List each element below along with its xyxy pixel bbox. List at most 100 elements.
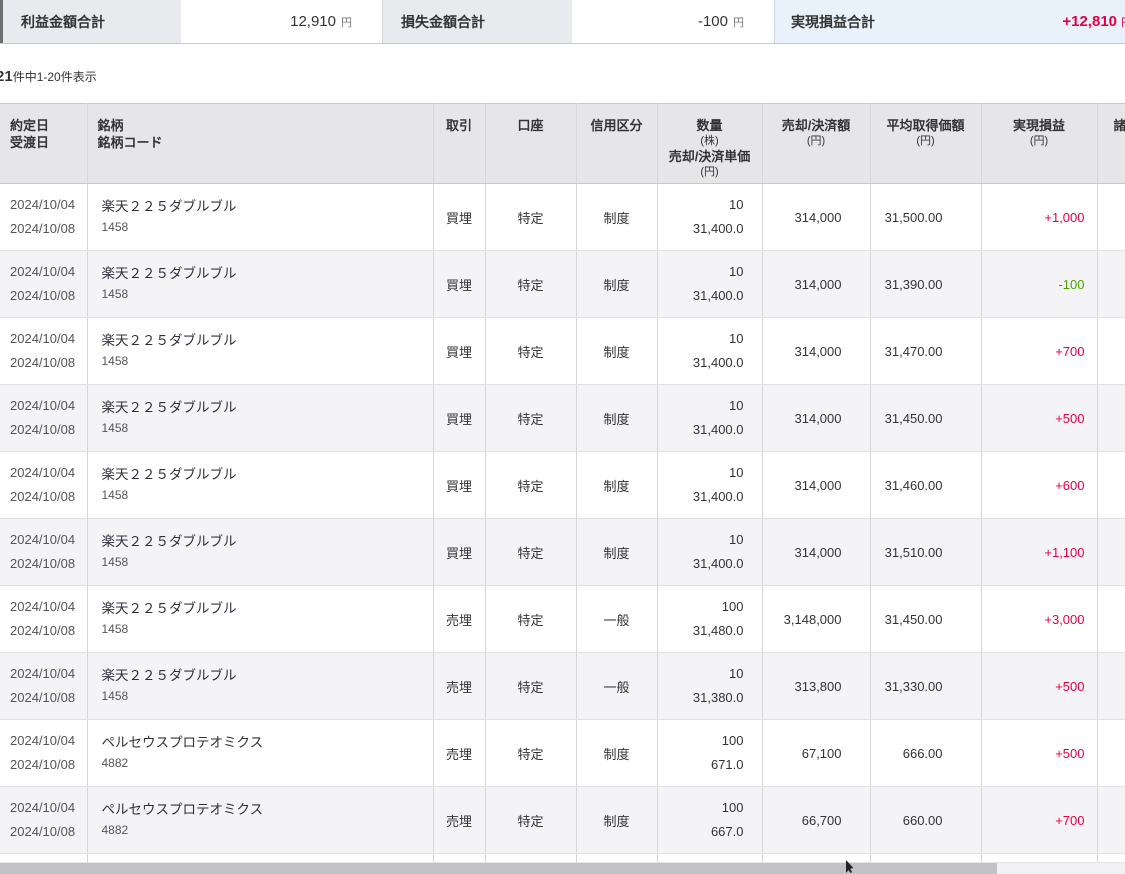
cell-account-type: 特定: [485, 250, 577, 318]
realized-pl-total-unit: 円: [1121, 17, 1125, 29]
contract-date: 2024/10/04: [10, 465, 76, 480]
stock-code: 1458: [101, 689, 129, 703]
col-header-stock-name: 銘柄: [97, 118, 124, 133]
cell-settlement-amount: 314,000: [762, 183, 871, 251]
stock-name: 楽天２２５ダブルブル: [101, 467, 237, 482]
table-row: 2024/10/04 2024/10/08 楽天２２５ダブルブル 1458 売埋…: [0, 585, 1125, 653]
cell-account-type: 特定: [485, 585, 577, 653]
cell-avg-acquisition-price: 31,470.00: [870, 317, 982, 385]
table-header-row: 約定日 受渡日 銘柄 銘柄コード 取引 口座 信用区分 数量 (株) 売却/決済…: [0, 103, 1125, 184]
loss-total-unit: 円: [733, 16, 744, 29]
cell-clipped: [1097, 451, 1125, 519]
cell-quantity-price: 10 31,400.0: [657, 451, 763, 519]
col-header-realized-pl: 実現損益 (円): [981, 103, 1098, 184]
stock-code: 1458: [101, 488, 129, 502]
horizontal-scrollbar-thumb[interactable]: [0, 863, 997, 874]
cell-dates: 2024/10/04 2024/10/08: [0, 250, 88, 318]
cell-dates: 2024/10/04 2024/10/08: [0, 518, 88, 586]
contract-date: 2024/10/04: [10, 264, 76, 279]
profit-total-amount: 12,910: [290, 13, 336, 30]
cell-realized-pl: +600: [981, 451, 1098, 519]
cell-realized-pl: +1,000: [981, 183, 1098, 251]
cell-quantity-price: 10 31,400.0: [657, 183, 763, 251]
cell-account-type: 特定: [485, 786, 577, 854]
stock-code: 1458: [101, 622, 129, 636]
stock-code: 4882: [101, 823, 129, 837]
unit-price: 31,400.0: [692, 355, 744, 370]
table-row: 2024/10/04 2024/10/08 楽天２２５ダブルブル 1458 買埋…: [0, 451, 1125, 519]
quantity: 10: [729, 465, 744, 480]
unit-price: 31,380.0: [692, 690, 744, 705]
cell-stock: 楽天２２５ダブルブル 1458: [87, 652, 434, 720]
stock-name: 楽天２２５ダブルブル: [101, 400, 237, 415]
contract-date: 2024/10/04: [10, 733, 76, 748]
cell-margin-type: 制度: [576, 719, 658, 787]
cell-settlement-amount: 314,000: [762, 317, 871, 385]
cell-stock: 楽天２２５ダブルブル 1458: [87, 451, 434, 519]
cell-quantity-price: 10 31,400.0: [657, 384, 763, 452]
stock-code: 1458: [101, 421, 129, 435]
settlement-date: 2024/10/08: [10, 489, 76, 504]
cell-margin-type: 制度: [576, 384, 658, 452]
cell-trade-type: 買埋: [433, 317, 486, 385]
cell-dates: 2024/10/04 2024/10/08: [0, 183, 88, 251]
table-body: 2024/10/04 2024/10/08 楽天２２５ダブルブル 1458 買埋…: [0, 183, 1125, 862]
contract-date: 2024/10/04: [10, 599, 76, 614]
stock-name: 楽天２２５ダブルブル: [101, 266, 237, 281]
contract-date: 2024/10/04: [10, 197, 76, 212]
cell-stock: 楽天２２５ダブルブル 1458: [87, 518, 434, 586]
unit-price: 31,480.0: [692, 623, 744, 638]
cell-dates: 2024/10/04 2024/10/08: [0, 786, 88, 854]
cell-quantity-price: 100 31,480.0: [657, 585, 763, 653]
cell-settlement-amount: 66,700: [762, 786, 871, 854]
cell-settlement-amount: 67,100: [762, 719, 871, 787]
stock-code: 1458: [101, 555, 129, 569]
quantity: 10: [729, 197, 744, 212]
col-header-amount: 売却/決済額 (円): [762, 103, 871, 184]
cell-clipped: [1097, 317, 1125, 385]
settlement-date: 2024/10/08: [10, 757, 76, 772]
cell-trade-type: 買埋: [433, 384, 486, 452]
contract-date: 2024/10/04: [10, 800, 76, 815]
cell-stock: 楽天２２５ダブルブル 1458: [87, 317, 434, 385]
mouse-cursor: [846, 860, 854, 873]
settlement-date: 2024/10/08: [10, 690, 76, 705]
stock-code: 1458: [101, 354, 129, 368]
table-row: 2024/10/04 2024/10/08 楽天２２５ダブルブル 1458 買埋…: [0, 250, 1125, 318]
cell-stock: 楽天２２５ダブルブル 1458: [87, 585, 434, 653]
col-header-settlement-date: 受渡日: [10, 135, 50, 150]
cell-margin-type: 制度: [576, 518, 658, 586]
cell-quantity-price: 10 31,400.0: [657, 317, 763, 385]
cell-trade-type: 買埋: [433, 183, 486, 251]
cell-realized-pl: +3,000: [981, 585, 1098, 653]
stock-name: 楽天２２５ダブルブル: [101, 534, 237, 549]
profit-total-label: 利益金額合計: [3, 0, 181, 43]
realized-pl-table: 約定日 受渡日 銘柄 銘柄コード 取引 口座 信用区分 数量 (株) 売却/決済…: [0, 103, 1125, 862]
settlement-date: 2024/10/08: [10, 422, 76, 437]
cell-settlement-amount: 314,000: [762, 518, 871, 586]
cell-trade-type: 売埋: [433, 786, 486, 854]
cell-trade-type: 買埋: [433, 451, 486, 519]
unit-price: 31,400.0: [692, 489, 744, 504]
cell-margin-type: 一般: [576, 652, 658, 720]
cell-avg-acquisition-price: 660.00: [870, 786, 982, 854]
quantity: 100: [721, 599, 744, 614]
results-total-count: 21: [0, 68, 13, 85]
cell-margin-type: 制度: [576, 786, 658, 854]
cell-account-type: 特定: [485, 719, 577, 787]
cell-dates: 2024/10/04 2024/10/08: [0, 384, 88, 452]
window-edge-strip: [0, 0, 3, 43]
cell-trade-type: 売埋: [433, 652, 486, 720]
col-header-quantity: 数量 (株) 売却/決済単価 (円): [657, 103, 763, 184]
cell-account-type: 特定: [485, 451, 577, 519]
profit-total-value: 12,910 円: [181, 0, 382, 43]
cell-trade-type: 売埋: [433, 719, 486, 787]
cell-settlement-amount: 314,000: [762, 451, 871, 519]
horizontal-scrollbar[interactable]: [0, 862, 1125, 874]
loss-total-value: -100 円: [572, 0, 774, 43]
cell-settlement-amount: 313,800: [762, 652, 871, 720]
stock-name: ペルセウスプロテオミクス: [101, 735, 264, 750]
cell-stock: 楽天２２５ダブルブル 1458: [87, 183, 434, 251]
settlement-date: 2024/10/08: [10, 288, 76, 303]
realized-pl-total-label: 実現損益合計: [791, 13, 875, 30]
